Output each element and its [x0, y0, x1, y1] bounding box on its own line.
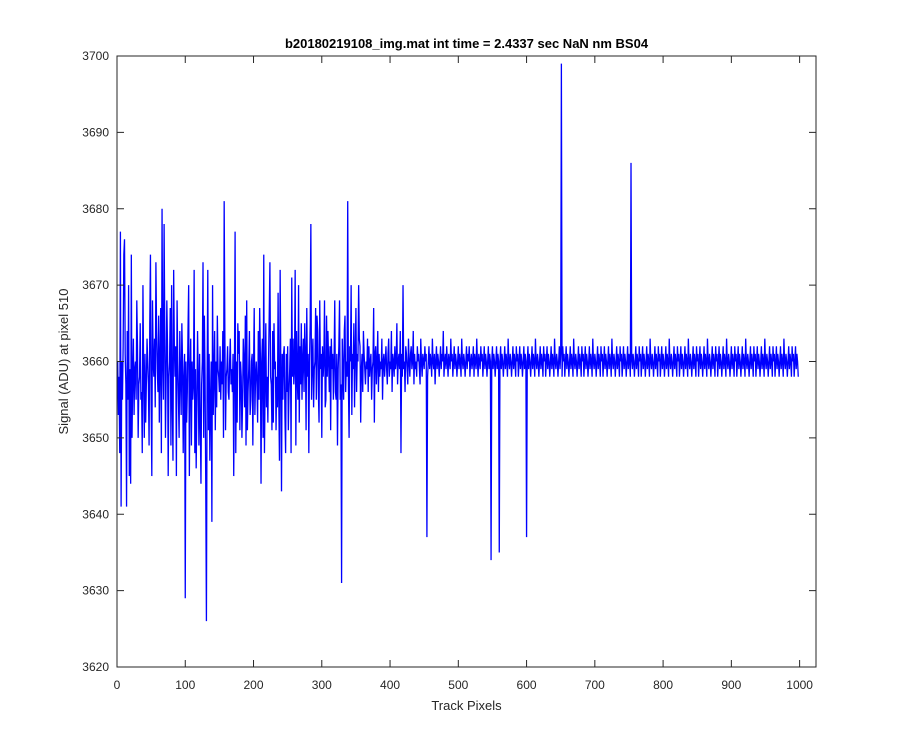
x-tick-label: 200: [244, 678, 264, 692]
x-tick-label: 400: [380, 678, 400, 692]
tick-layer: 0 100 200 300 400 500 600 700 800 900 1000 3620 3630…: [82, 49, 816, 692]
x-tick-label: 0: [114, 678, 121, 692]
x-tick-label: 300: [312, 678, 332, 692]
x-tick-label: 600: [517, 678, 537, 692]
x-tick-label: 700: [585, 678, 605, 692]
y-tick-label: 3650: [82, 431, 109, 445]
x-tick-label: 800: [653, 678, 673, 692]
series-line-layer: [117, 63, 799, 622]
y-tick-label: 3680: [82, 202, 109, 216]
plot-frame: [116, 55, 817, 668]
x-tick-label: 500: [448, 678, 468, 692]
y-tick-label: 3690: [82, 125, 109, 139]
x-axis-label: Track Pixels: [431, 698, 502, 713]
y-tick-label: 3640: [82, 507, 109, 521]
y-tick-label: 3700: [82, 49, 109, 63]
chart-title: b20180219108_img.mat int time = 2.4337 s…: [285, 36, 649, 51]
y-tick-label: 3620: [82, 660, 109, 674]
x-tick-label: 1000: [786, 678, 813, 692]
y-tick-label: 3660: [82, 355, 109, 369]
series-line: [117, 63, 799, 622]
x-tick-label: 100: [175, 678, 195, 692]
y-tick-label: 3670: [82, 278, 109, 292]
y-tick-label: 3630: [82, 584, 109, 598]
y-axis-label: Signal (ADU) at pixel 510: [56, 289, 71, 435]
x-tick-label: 900: [721, 678, 741, 692]
